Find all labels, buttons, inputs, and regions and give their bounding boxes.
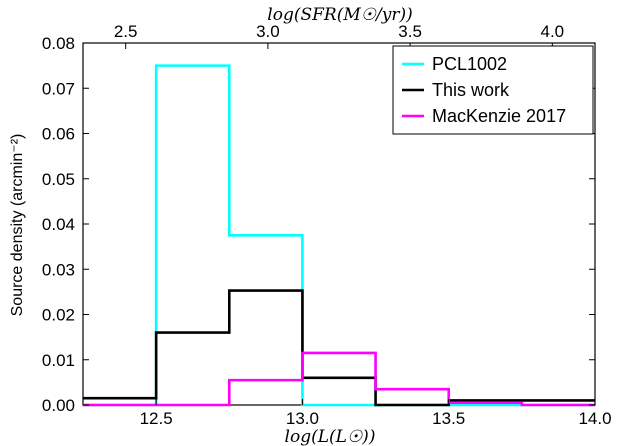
y-tick-label: 0.05	[42, 170, 75, 189]
y-tick-label: 0.00	[42, 396, 75, 415]
legend-label-0: PCL1002	[432, 54, 507, 74]
series-line-2	[83, 351, 595, 407]
y-tick-label: 0.01	[42, 351, 75, 370]
x-tick-label: 13.5	[432, 409, 465, 428]
series-line-0	[83, 64, 595, 407]
x2-axis-title: log(SFR(M☉/yr))	[267, 5, 412, 25]
x-tick-label: 13.0	[286, 409, 319, 428]
x2-tick-label: 2.5	[114, 22, 138, 41]
legend-label-2: MacKenzie 2017	[432, 106, 566, 126]
y-tick-label: 0.04	[42, 215, 75, 234]
x-tick-label: 12.5	[140, 409, 173, 428]
ticks-layer: 0.00 0.01 0.02 0.03 0.04 0.05 0.06 0.07 0.08 12.5…	[42, 22, 612, 428]
legend: PCL1002 This work MacKenzie 2017	[392, 45, 594, 135]
x-tick-label: 14.0	[578, 409, 611, 428]
x-axis-title: log(L(L☉))	[285, 427, 376, 446]
legend-box	[392, 45, 594, 135]
y-tick-label: 0.02	[42, 306, 75, 325]
y-tick-label: 0.06	[42, 125, 75, 144]
series-line-1	[83, 289, 595, 407]
legend-label-1: This work	[432, 80, 510, 100]
y-tick-label: 0.07	[42, 79, 75, 98]
x2-tick-label: 3.0	[256, 22, 280, 41]
y-tick-label: 0.08	[42, 34, 75, 53]
y-tick-label: 0.03	[42, 260, 75, 279]
y-axis-title: Source density (arcmin⁻²)	[9, 134, 26, 317]
x2-tick-label: 4.0	[541, 22, 565, 41]
x2-tick-label: 3.5	[398, 22, 422, 41]
